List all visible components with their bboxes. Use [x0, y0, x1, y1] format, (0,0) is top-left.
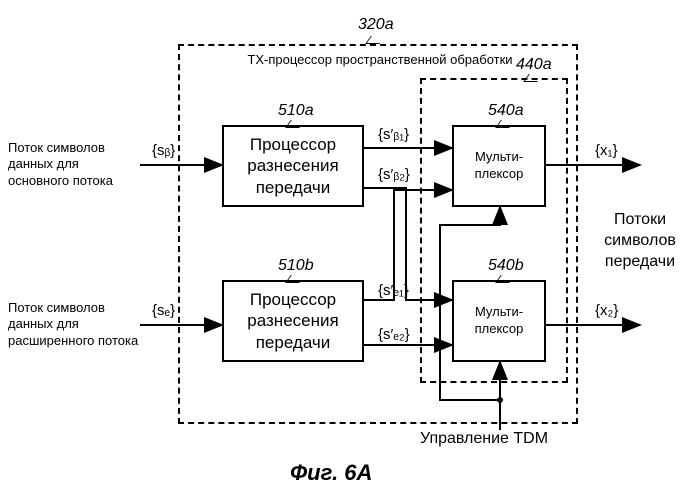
junction-dot [497, 397, 503, 403]
arrow-se1 [364, 190, 452, 300]
arrow-sb2 [364, 188, 452, 300]
arrow-ctrl-to-muxtop [440, 207, 500, 400]
arrows-layer [0, 0, 692, 500]
